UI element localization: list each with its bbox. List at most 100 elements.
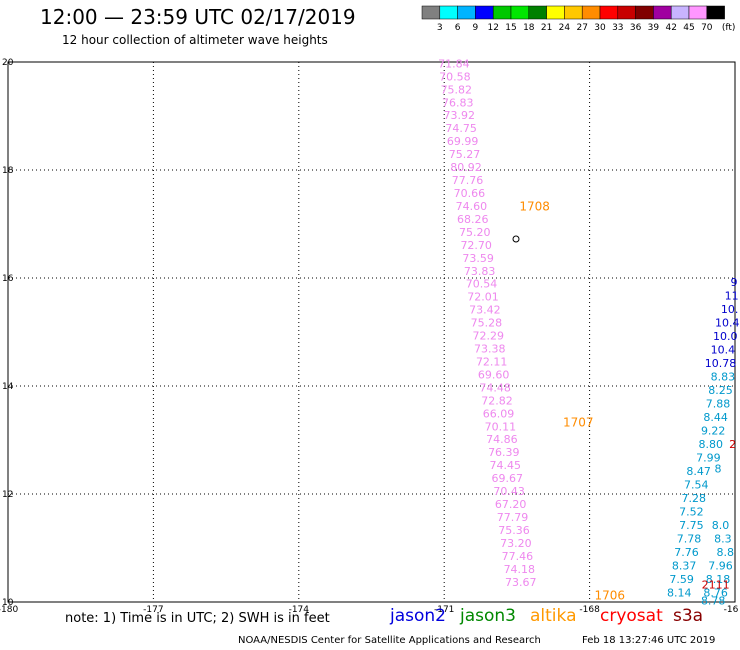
wave-height-label-altika: 72.82 <box>481 394 513 407</box>
legend-swatch <box>635 5 654 20</box>
legend-label: 18 <box>523 23 535 33</box>
wave-height-label-jason3: 7.59 <box>669 573 694 586</box>
wave-height-label-altika: 73.92 <box>443 109 475 122</box>
wave-height-label-altika: 74.18 <box>504 563 536 576</box>
legend-label: 45 <box>683 23 694 33</box>
wave-height-label-jason3: 7.88 <box>706 398 731 411</box>
wave-height-label-jason3: 8.44 <box>703 411 728 424</box>
legend-label: 36 <box>630 23 642 33</box>
legend-label: 9 <box>473 23 479 33</box>
legend-swatch <box>581 5 601 20</box>
legend-swatch <box>528 5 547 20</box>
wave-height-label-altika: 72.70 <box>460 239 492 252</box>
longitude-tick-label: -177 <box>143 605 163 615</box>
legend-label: 33 <box>612 23 623 33</box>
footer-note: note: 1) Time is in UTC; 2) SWH is in fe… <box>65 611 330 626</box>
pass-time-labels: 1708 1707 1706 <box>519 200 625 603</box>
pass-time-label: 1706 <box>594 588 625 602</box>
wave-height-label-altika: 73.20 <box>500 537 532 550</box>
wave-height-label-jason3: 8.76 <box>703 587 728 600</box>
chart-title: 12:00 — 23:59 UTC 02/17/2019 <box>40 5 356 29</box>
legend-label: 42 <box>665 23 676 33</box>
legend-unit: (ft) <box>722 23 736 33</box>
legend-label: 24 <box>559 23 571 33</box>
legend-swatch <box>670 5 690 20</box>
wave-height-label-altika: 71.84 <box>438 57 470 70</box>
longitude-tick-label: -180 <box>0 605 18 615</box>
latitude-tick-label: 18 <box>2 166 14 176</box>
wave-height-label-altika: 72.11 <box>476 355 508 368</box>
wave-height-label-jason3: 7.99 <box>696 452 721 465</box>
track-marker <box>512 235 520 243</box>
generated-timestamp: Feb 18 13:27:46 UTC 2019 <box>582 635 716 646</box>
wave-height-label-jason3: 7.52 <box>679 506 704 519</box>
wave-height-label-jason2: 10.0 <box>713 330 738 343</box>
legend-label: 15 <box>505 23 516 33</box>
latitude-tick-label: 14 <box>2 382 14 392</box>
wave-height-label-altika: 74.48 <box>479 381 511 394</box>
track-marker-icon <box>512 235 520 243</box>
wave-height-label-altika: 76.83 <box>442 96 474 109</box>
wave-height-label-altika: 70.58 <box>439 70 471 83</box>
pass-time-label: 1707 <box>563 416 594 430</box>
longitude-tick-label: -168 <box>579 605 600 615</box>
satellite-cryosat-label: cryosat <box>600 606 663 626</box>
wave-height-label-altika: 72.29 <box>473 330 505 343</box>
wave-height-label-jason3: 8.3 <box>714 533 732 546</box>
wave-height-label-altika: 77.46 <box>502 550 534 563</box>
wave-height-label-jason2: 9 <box>731 276 738 289</box>
latitude-tick-label: 10 <box>2 598 14 608</box>
wave-height-label-altika: 74.86 <box>486 433 518 446</box>
wave-height-label-altika: 75.82 <box>441 83 473 96</box>
wave-height-label-altika: 70.54 <box>466 278 498 291</box>
wave-height-label-altika: 75.20 <box>459 226 491 239</box>
pass-time-label: 1708 <box>519 200 550 214</box>
wave-height-label-altika: 73.67 <box>505 576 537 589</box>
wave-height-label-altika: 74.75 <box>445 122 477 135</box>
color-legend: 3 6 9 12 15 18 21 24 27 30 33 36 39 42 45 70 (ft) <box>421 5 736 33</box>
wave-height-label-jason3: 7.75 <box>679 519 704 532</box>
latitude-tick-label: 12 <box>2 490 13 500</box>
wave-height-label-altika: 76.39 <box>488 446 520 459</box>
legend-label: 21 <box>541 23 552 33</box>
wave-height-label-altika: 66.09 <box>483 407 515 420</box>
wave-height-label-altika: 75.27 <box>449 148 481 161</box>
wave-height-label-jason3: 8.25 <box>708 384 733 397</box>
wave-height-label-jason3: 8.18 <box>706 573 731 586</box>
wave-height-label-jason3: 7.28 <box>682 492 707 505</box>
wave-height-label-altika: 77.76 <box>452 174 484 187</box>
wave-height-label-altika: 69.60 <box>478 368 510 381</box>
wave-height-label-altika: 74.60 <box>456 200 488 213</box>
wave-height-label-jason3: 7.96 <box>708 560 733 573</box>
wave-height-label-altika: 73.83 <box>464 265 496 278</box>
wave-height-label-altika: 72.01 <box>467 291 499 304</box>
wave-height-label-jason2: 10.4 <box>715 317 740 330</box>
wave-height-label-jason3: 8.0 <box>712 519 730 532</box>
wave-height-label-altika: 69.99 <box>447 135 479 148</box>
legend-swatch <box>706 5 725 20</box>
wave-height-label-jason2: 10. <box>721 303 739 316</box>
latitude-tick-label: 16 <box>2 274 14 284</box>
wave-height-label-altika: 74.45 <box>490 459 522 472</box>
legend-swatch <box>475 5 494 20</box>
legend-swatch <box>564 5 583 20</box>
wave-height-label-altika: 70.11 <box>485 420 517 433</box>
wave-height-label-altika: 68.26 <box>457 213 489 226</box>
legend-label: 27 <box>576 23 587 33</box>
satellite-jason2-label: jason2 <box>390 606 446 626</box>
wave-height-label-altika: 67.20 <box>495 498 527 511</box>
wave-height-label-cryosat: 2111 <box>702 579 730 592</box>
wave-height-label-jason3: 7.78 <box>677 533 702 546</box>
wave-height-label-jason3: 7.54 <box>684 479 709 492</box>
legend-swatch <box>653 5 672 20</box>
wave-height-label-altika: 70.66 <box>454 187 486 200</box>
legend-label: 12 <box>487 23 498 33</box>
satellite-jason3-label: jason3 <box>460 606 516 626</box>
legend-swatch <box>688 5 708 20</box>
legend-swatch <box>421 5 441 20</box>
legend-swatch <box>439 5 458 20</box>
legend-swatch <box>599 5 619 20</box>
wave-height-label-altika: 75.36 <box>498 524 530 537</box>
legend-label: 6 <box>455 23 461 33</box>
